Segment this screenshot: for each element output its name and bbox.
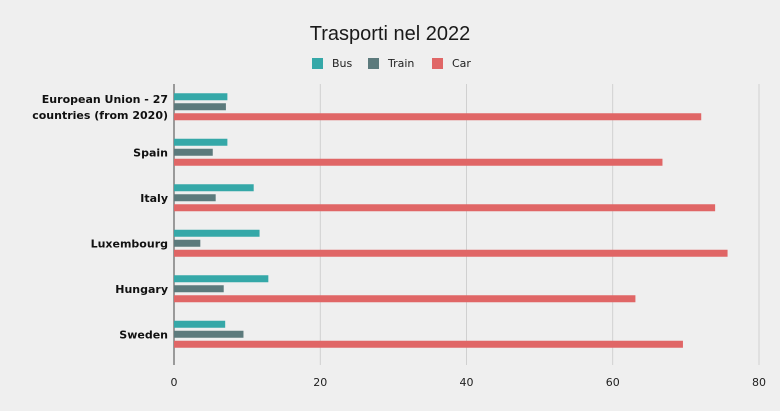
- x-axis-ticks: 0 20 40 60 80: [171, 376, 767, 389]
- bar-train[interactable]: [174, 285, 224, 293]
- legend-label-car[interactable]: Car: [452, 57, 471, 70]
- bar-car[interactable]: [174, 158, 663, 166]
- category-labels: European Union - 27 countries (from 2020)…: [32, 93, 168, 342]
- bar-car[interactable]: [174, 249, 728, 257]
- bar-train[interactable]: [174, 239, 201, 247]
- bar-bus[interactable]: [174, 184, 254, 192]
- category-label: Italy: [140, 192, 168, 205]
- legend-label-bus[interactable]: Bus: [332, 57, 353, 70]
- category-label: Sweden: [119, 328, 168, 341]
- bar-car[interactable]: [174, 113, 702, 121]
- x-tick-label: 80: [752, 376, 766, 389]
- grid: [173, 84, 760, 365]
- category-label: Luxembourg: [91, 237, 168, 250]
- bar-train[interactable]: [174, 194, 216, 202]
- bar-bus[interactable]: [174, 229, 260, 237]
- bar-car[interactable]: [174, 340, 683, 348]
- legend-swatch-bus[interactable]: [312, 58, 323, 69]
- bar-car[interactable]: [174, 204, 716, 212]
- legend-label-train[interactable]: Train: [387, 57, 414, 70]
- legend-swatch-car[interactable]: [432, 58, 443, 69]
- legend: Bus Train Car: [312, 57, 471, 70]
- category-label: Hungary: [115, 283, 168, 296]
- x-tick-label: 40: [460, 376, 474, 389]
- x-tick-label: 20: [313, 376, 327, 389]
- bar-bus[interactable]: [174, 320, 226, 328]
- bar-bus[interactable]: [174, 138, 228, 146]
- x-tick-label: 60: [606, 376, 620, 389]
- chart-title: Trasporti nel 2022: [310, 23, 470, 45]
- category-label: countries (from 2020): [32, 109, 168, 122]
- category-label: European Union - 27: [42, 93, 168, 106]
- bar-bus[interactable]: [174, 93, 228, 101]
- x-tick-label: 0: [171, 376, 178, 389]
- category-label: Spain: [133, 146, 168, 159]
- bar-bus[interactable]: [174, 275, 269, 283]
- bar-train[interactable]: [174, 148, 213, 156]
- bar-car[interactable]: [174, 295, 636, 303]
- bar-train[interactable]: [174, 330, 244, 338]
- bars: [174, 93, 728, 348]
- legend-swatch-train[interactable]: [368, 58, 379, 69]
- bar-train[interactable]: [174, 103, 226, 111]
